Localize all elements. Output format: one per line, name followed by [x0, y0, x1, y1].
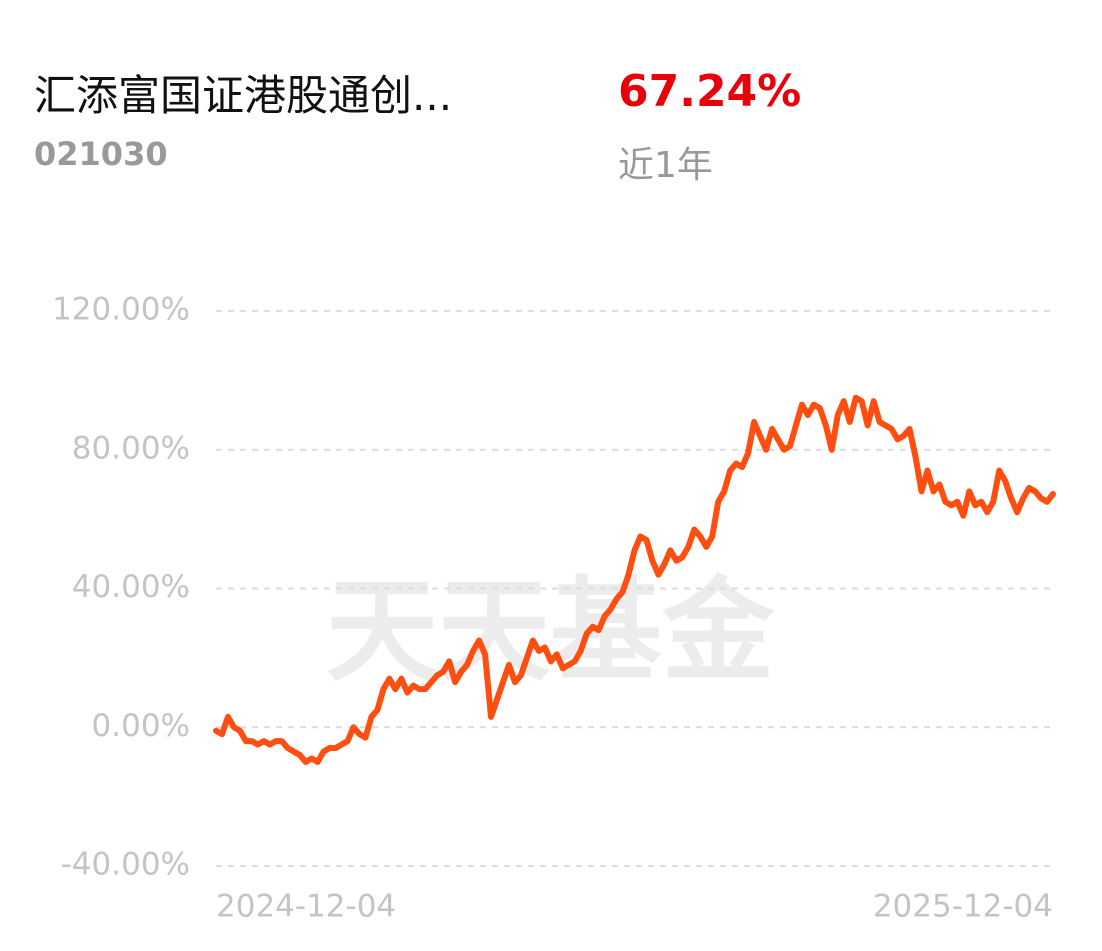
x-tick-label: 2024-12-04	[216, 889, 396, 925]
return-value: 67.24%	[618, 66, 802, 117]
fund-code: 021030	[34, 135, 168, 173]
fund-title: 汇添富国证港股通创...	[34, 71, 453, 120]
return-period: 近1年	[618, 145, 713, 186]
x-tick-label: 2025-12-04	[873, 889, 1053, 925]
y-tick-label: 0.00%	[92, 708, 190, 744]
y-tick-label: 120.00%	[52, 292, 190, 328]
y-tick-label: 80.00%	[72, 430, 190, 466]
y-tick-label: -40.00%	[61, 847, 190, 883]
series-line	[213, 394, 1056, 765]
y-tick-label: 40.00%	[72, 569, 190, 605]
watermark: 天天基金	[326, 565, 775, 696]
